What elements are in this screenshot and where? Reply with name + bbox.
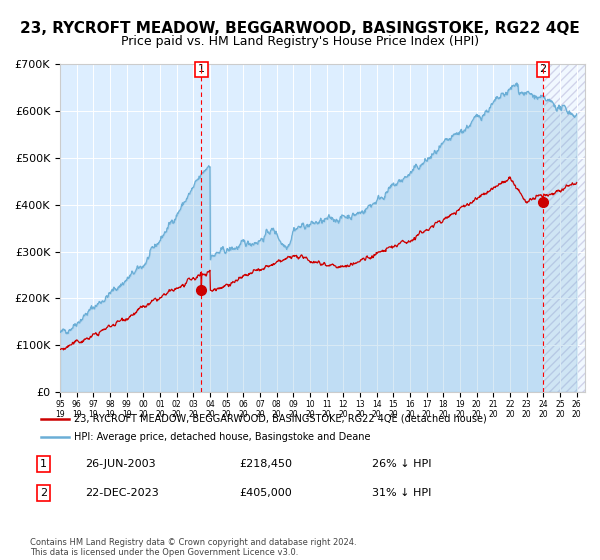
Text: £405,000: £405,000 <box>240 488 293 498</box>
Text: 31% ↓ HPI: 31% ↓ HPI <box>372 488 431 498</box>
Bar <box>543 64 600 392</box>
Text: 26% ↓ HPI: 26% ↓ HPI <box>372 459 432 469</box>
Text: 22-DEC-2023: 22-DEC-2023 <box>85 488 159 498</box>
Text: Price paid vs. HM Land Registry's House Price Index (HPI): Price paid vs. HM Land Registry's House … <box>121 35 479 48</box>
Text: £218,450: £218,450 <box>240 459 293 469</box>
Text: 2: 2 <box>539 64 547 74</box>
Text: 26-JUN-2003: 26-JUN-2003 <box>85 459 156 469</box>
Text: 1: 1 <box>198 64 205 74</box>
Text: 2: 2 <box>40 488 47 498</box>
Text: 1: 1 <box>40 459 47 469</box>
Text: Contains HM Land Registry data © Crown copyright and database right 2024.
This d: Contains HM Land Registry data © Crown c… <box>30 538 356 557</box>
Text: HPI: Average price, detached house, Basingstoke and Deane: HPI: Average price, detached house, Basi… <box>74 432 371 442</box>
Text: 23, RYCROFT MEADOW, BEGGARWOOD, BASINGSTOKE, RG22 4QE (detached house): 23, RYCROFT MEADOW, BEGGARWOOD, BASINGST… <box>74 414 487 423</box>
Text: 23, RYCROFT MEADOW, BEGGARWOOD, BASINGSTOKE, RG22 4QE: 23, RYCROFT MEADOW, BEGGARWOOD, BASINGST… <box>20 21 580 36</box>
